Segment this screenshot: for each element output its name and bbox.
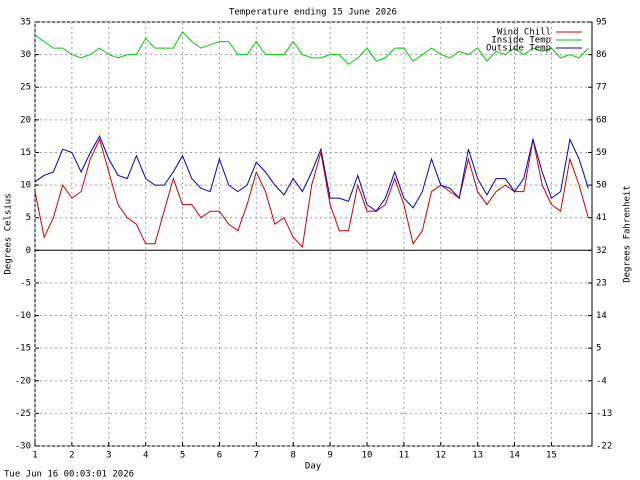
- y2-tick-label: 23: [596, 278, 607, 288]
- legend-label: Wind Chill: [497, 28, 551, 38]
- legend-label: Outside Temp: [486, 44, 551, 54]
- y2-tick-label: -13: [596, 409, 612, 419]
- y-tick-label: 20: [20, 115, 31, 125]
- y-tick-label: 0: [26, 246, 31, 256]
- series-line: [34, 137, 589, 249]
- x-axis-label: Day: [305, 462, 322, 472]
- x-tick-label: 3: [106, 451, 111, 461]
- x-tick-label: 4: [143, 451, 148, 461]
- y2-tick-label: 32: [596, 246, 607, 256]
- x-tick-label: 14: [509, 451, 520, 461]
- x-tick-label: 1: [32, 451, 37, 461]
- y2-tick-label: 59: [596, 148, 607, 158]
- y2-tick-label: 95: [596, 18, 607, 28]
- y2-tick-label: 77: [596, 83, 607, 93]
- y-tick-label: 25: [20, 83, 31, 93]
- y-tick-label: -15: [15, 344, 31, 354]
- x-tick-label: 8: [291, 451, 296, 461]
- x-tick-label: 2: [69, 451, 74, 461]
- x-tick-label: 15: [546, 451, 557, 461]
- series-line: [34, 135, 589, 212]
- y2-axis-label: Degrees Fahrenheit: [623, 185, 633, 283]
- chart-title: Temperature ending 15 June 2026: [229, 8, 397, 18]
- y-tick-label: -25: [15, 409, 31, 419]
- y-tick-label: 10: [20, 181, 31, 191]
- series-line: [34, 30, 589, 66]
- y-axis-label: Degrees Celsius: [4, 193, 14, 274]
- y-tick-label: 30: [20, 50, 31, 60]
- x-tick-label: 13: [472, 451, 483, 461]
- y2-tick-label: 14: [596, 311, 607, 321]
- y-tick-label: -20: [15, 376, 31, 386]
- x-tick-label: 5: [180, 451, 185, 461]
- y2-tick-label: -4: [596, 376, 607, 386]
- y-tick-label: -5: [20, 278, 31, 288]
- y2-tick-label: 5: [596, 344, 601, 354]
- x-tick-label: 12: [435, 451, 446, 461]
- legend-label: Inside Temp: [491, 36, 551, 46]
- y-tick-label: -30: [15, 442, 31, 452]
- y2-tick-label: 41: [596, 213, 607, 223]
- y2-tick-label: 68: [596, 115, 607, 125]
- x-tick-label: 9: [327, 451, 332, 461]
- x-tick-label: 10: [362, 451, 373, 461]
- y-tick-label: 35: [20, 18, 31, 28]
- x-tick-label: 11: [398, 451, 409, 461]
- y2-tick-label: 50: [596, 181, 607, 191]
- y-tick-label: -10: [15, 311, 31, 321]
- x-tick-label: 7: [254, 451, 259, 461]
- footer: Tue Jun 16 00:03:01 2026: [4, 470, 134, 480]
- y2-tick-label: 86: [596, 50, 607, 60]
- y-tick-label: 5: [26, 213, 31, 223]
- y-tick-label: 15: [20, 148, 31, 158]
- x-tick-label: 6: [217, 451, 222, 461]
- y2-tick-label: -22: [596, 442, 612, 452]
